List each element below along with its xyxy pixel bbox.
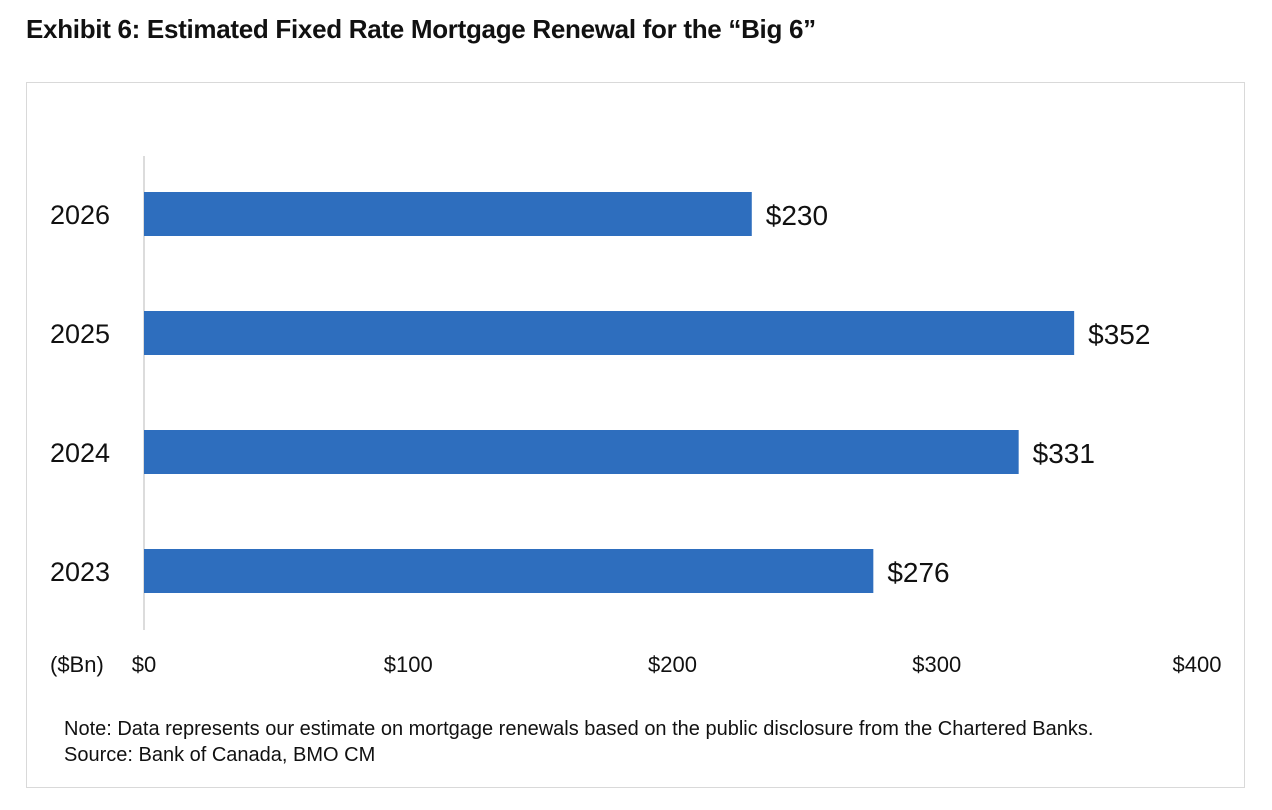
data-label-2024: $331 [1033,438,1095,469]
category-label-2024: 2024 [50,438,110,468]
data-label-2025: $352 [1088,319,1150,350]
note-text: Note: Data represents our estimate on mo… [64,718,1094,740]
x-tick-label: $100 [384,652,433,677]
x-tick-label: $300 [912,652,961,677]
data-label-2023: $276 [887,557,949,588]
category-label-2025: 2025 [50,319,110,349]
x-tick-label: $0 [132,652,156,677]
bar-2025 [144,311,1075,355]
chart-notes: Note: Data represents our estimate on mo… [64,716,1093,768]
source-text: Source: Bank of Canada, BMO CM [64,744,376,766]
unit-label: ($Bn) [50,652,104,677]
chart-title: Exhibit 6: Estimated Fixed Rate Mortgage… [26,14,816,44]
chart-frame [26,82,1245,788]
data-label-2026: $230 [766,200,828,231]
x-tick-label: $200 [648,652,697,677]
bar-2026 [144,192,752,236]
bar-2023 [144,549,874,593]
category-label-2023: 2023 [50,557,110,587]
category-label-2026: 2026 [50,200,110,230]
bar-2024 [144,430,1019,474]
x-tick-label: $400 [1173,652,1222,677]
